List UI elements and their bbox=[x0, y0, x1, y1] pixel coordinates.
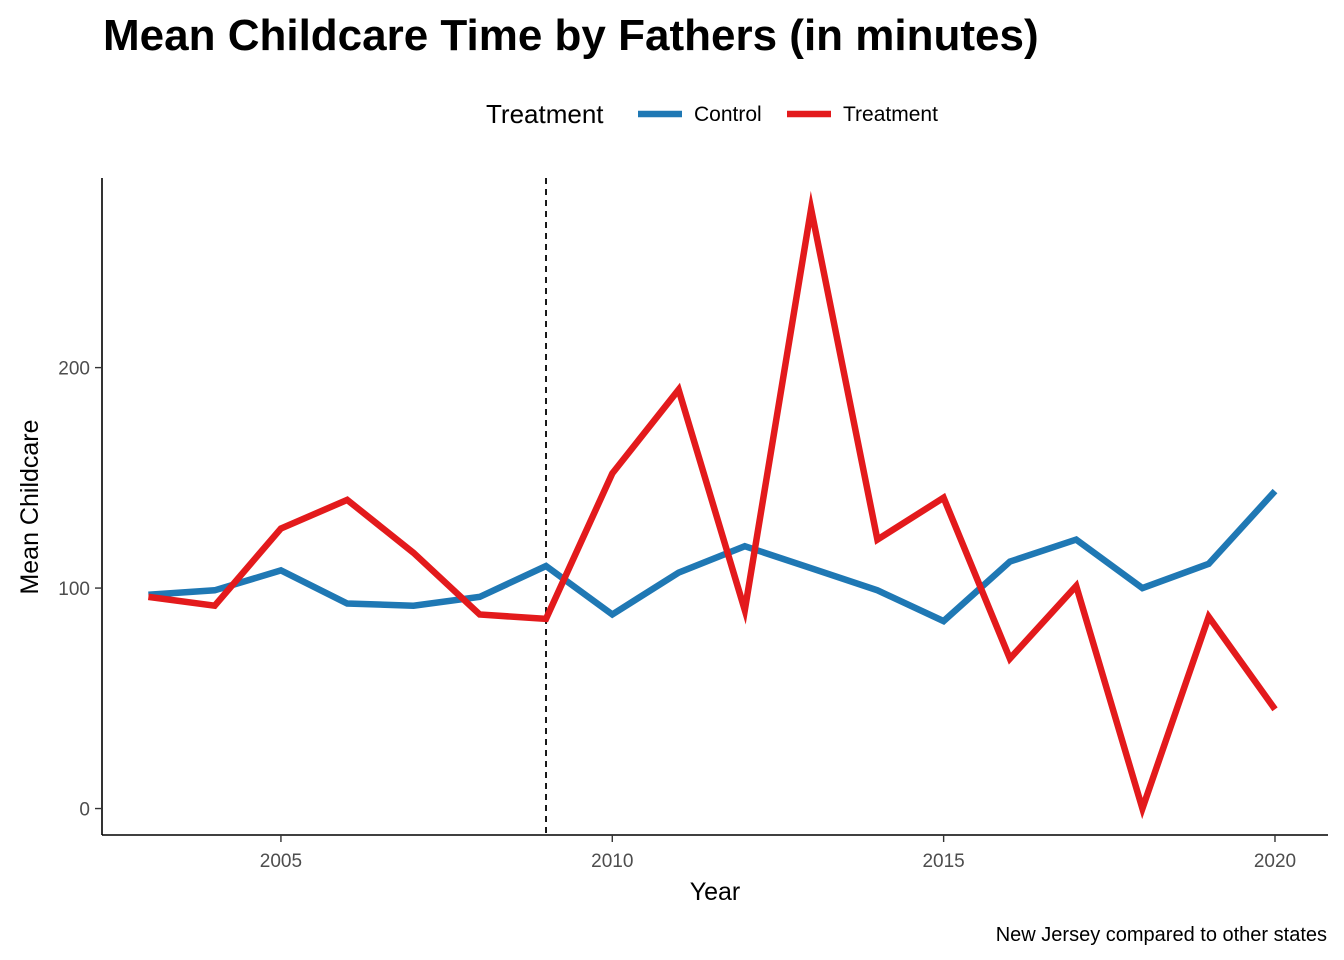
x-tick-label: 2015 bbox=[922, 851, 964, 872]
x-ticks: 2005 2010 2015 2020 bbox=[260, 835, 1296, 872]
y-tick-label: 200 bbox=[58, 359, 90, 380]
chart-title: Mean Childcare Time by Fathers (in minut… bbox=[103, 11, 1039, 60]
x-axis-title: Year bbox=[690, 878, 741, 906]
y-tick-label: 0 bbox=[79, 800, 90, 821]
y-axis-title: Mean Childcare bbox=[16, 419, 44, 594]
x-tick-label: 2020 bbox=[1254, 851, 1296, 872]
legend: Treatment Control Treatment bbox=[486, 99, 938, 129]
series-line-control bbox=[148, 488, 1278, 625]
series-layer bbox=[147, 190, 1278, 820]
series-points-control bbox=[148, 490, 1276, 622]
series-points-treatment bbox=[148, 208, 1276, 809]
y-tick-label: 100 bbox=[58, 579, 90, 600]
chart-caption: New Jersey compared to other states bbox=[996, 924, 1327, 946]
x-tick-label: 2010 bbox=[591, 851, 633, 872]
y-ticks: 0 100 200 bbox=[58, 359, 102, 821]
plot-area bbox=[147, 178, 1278, 835]
legend-title: Treatment bbox=[486, 99, 604, 129]
legend-label-treatment: Treatment bbox=[843, 103, 938, 126]
legend-label-control: Control bbox=[694, 103, 762, 126]
legend-items: Control Treatment bbox=[638, 103, 938, 126]
axes: 2005 2010 2015 2020 0 100 200 bbox=[58, 178, 1328, 872]
series-line-treatment bbox=[147, 190, 1278, 820]
x-tick-label: 2005 bbox=[260, 851, 302, 872]
